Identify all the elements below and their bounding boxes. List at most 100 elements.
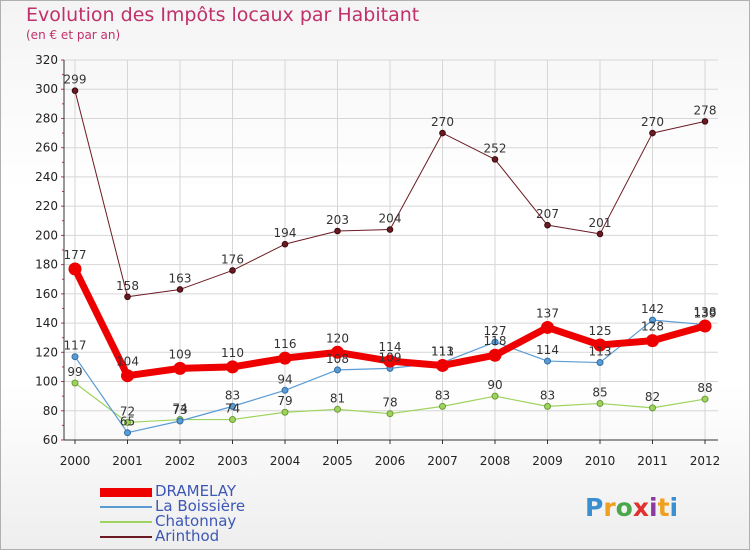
data-point-chatonnay: [491, 392, 499, 400]
data-point-la-boissi-re: [491, 338, 499, 346]
x-tick-label: 2003: [217, 454, 248, 468]
data-point-chatonnay: [596, 399, 604, 407]
legend-swatch-la-boissi-re: [100, 506, 152, 508]
legend-swatch-chatonnay: [100, 521, 152, 523]
y-tick-label: 160: [35, 287, 58, 301]
data-point-la-boissi-re: [334, 366, 341, 374]
data-labels: 299 158 163 176 194 203 204 270 252 207 201 270 278 9…: [64, 73, 717, 429]
data-label-chatonnay: 82: [645, 390, 660, 404]
data-point-arinthod: [281, 240, 289, 248]
data-label-dramelay: 128: [641, 320, 664, 334]
data-label-dramelay: 137: [536, 306, 559, 320]
proxiti-logo: Proxiti: [585, 493, 678, 522]
data-point-la-boissi-re: [176, 417, 184, 425]
data-label-la-boissi-re: 83: [225, 388, 240, 402]
chart-subtitle: (en € et par an): [26, 28, 121, 42]
axes: [61, 59, 718, 444]
grid-lines: [64, 59, 718, 440]
data-point-dramelay: [278, 351, 292, 365]
data-label-chatonnay: 81: [330, 391, 345, 405]
x-tick-label: 2007: [427, 454, 458, 468]
data-label-chatonnay: 79: [277, 394, 292, 408]
data-label-arinthod: 158: [116, 279, 139, 293]
data-label-la-boissi-re: 73: [172, 403, 187, 417]
data-label-la-boissi-re: 114: [536, 343, 559, 357]
data-label-chatonnay: 88: [697, 381, 712, 395]
y-tick-label: 100: [35, 375, 58, 389]
data-point-chatonnay: [544, 402, 551, 410]
data-point-arinthod: [596, 230, 604, 238]
data-label-dramelay: 114: [379, 340, 402, 354]
data-label-la-boissi-re: 109: [379, 350, 402, 364]
legend-swatch-arinthod: [100, 536, 152, 538]
legend-label-la-boissi-re: La Boissière: [155, 497, 246, 515]
data-point-chatonnay: [229, 416, 236, 424]
data-point-dramelay: [488, 348, 502, 362]
x-tick-label: 2006: [375, 454, 406, 468]
data-point-chatonnay: [71, 379, 79, 387]
data-label-la-boissi-re: 117: [64, 339, 87, 353]
y-tick-label: 280: [35, 111, 58, 125]
data-label-la-boissi-re: 94: [277, 372, 292, 386]
y-tick-label: 240: [35, 170, 58, 184]
data-label-chatonnay: 74: [225, 402, 240, 416]
data-point-la-boissi-re: [229, 402, 236, 410]
data-point-dramelay: [331, 345, 344, 359]
legend-label-chatonnay: Chatonnay: [155, 512, 237, 530]
chart-title: Evolution des Impôts locaux par Habitant: [26, 4, 420, 26]
data-point-dramelay: [121, 369, 134, 383]
x-tick-label: 2010: [585, 454, 616, 468]
data-label-chatonnay: 83: [435, 388, 450, 402]
y-tick-label: 180: [35, 258, 58, 272]
data-point-arinthod: [491, 156, 499, 163]
data-point-arinthod: [544, 221, 551, 229]
data-label-dramelay: 118: [484, 334, 507, 348]
legend-swatch-dramelay: [100, 488, 152, 497]
data-point-chatonnay: [649, 404, 656, 412]
data-point-arinthod: [649, 129, 656, 137]
series-lines: [68, 87, 712, 437]
y-tick-label: 300: [35, 82, 58, 96]
data-point-la-boissi-re: [596, 359, 604, 367]
data-label-chatonnay: 90: [487, 378, 502, 392]
y-tick-label: 80: [43, 404, 58, 418]
data-point-dramelay: [436, 358, 449, 372]
data-label-dramelay: 109: [169, 347, 192, 361]
y-axis-ticks: 60 80 100 120 140 160 180 200 220 240 260 280 300 320: [35, 53, 58, 447]
data-point-dramelay: [173, 361, 187, 375]
data-point-arinthod: [71, 87, 79, 94]
data-label-la-boissi-re: 108: [326, 352, 349, 366]
data-label-chatonnay: 99: [67, 365, 82, 379]
data-label-la-boissi-re: 113: [431, 345, 454, 359]
y-tick-label: 220: [35, 199, 58, 213]
data-label-arinthod: 201: [589, 216, 612, 230]
data-label-dramelay: 111: [431, 344, 454, 358]
y-tick-label: 200: [35, 228, 58, 242]
data-point-chatonnay: [281, 408, 289, 416]
data-label-arinthod: 204: [379, 212, 402, 226]
x-axis-ticks: 2000 2001 2002 2003 2004 2005 2006 2007 2008 2009…: [60, 454, 721, 468]
data-label-la-boissi-re: 142: [641, 302, 664, 316]
y-tick-label: 320: [35, 53, 58, 67]
y-tick-label: 140: [35, 316, 58, 330]
x-tick-label: 2008: [480, 454, 511, 468]
x-tick-label: 2000: [60, 454, 91, 468]
data-label-arinthod: 203: [326, 213, 349, 227]
data-label-la-boissi-re: 65: [120, 415, 135, 429]
data-point-dramelay: [593, 338, 607, 352]
data-point-la-boissi-re: [649, 316, 656, 324]
data-label-chatonnay: 83: [540, 388, 555, 402]
data-label-dramelay: 177: [64, 248, 87, 262]
data-point-arinthod: [229, 267, 236, 274]
y-tick-label: 260: [35, 141, 58, 155]
data-label-chatonnay: 78: [382, 396, 397, 410]
x-tick-label: 2012: [690, 454, 721, 468]
x-tick-label: 2011: [637, 454, 668, 468]
data-label-la-boissi-re: 113: [589, 345, 612, 359]
data-point-arinthod: [176, 286, 184, 293]
data-label-dramelay: 104: [116, 355, 139, 369]
legend-label-arinthod: Arinthod: [155, 527, 220, 545]
data-label-dramelay: 125: [589, 324, 612, 338]
data-label-arinthod: 278: [694, 103, 717, 117]
